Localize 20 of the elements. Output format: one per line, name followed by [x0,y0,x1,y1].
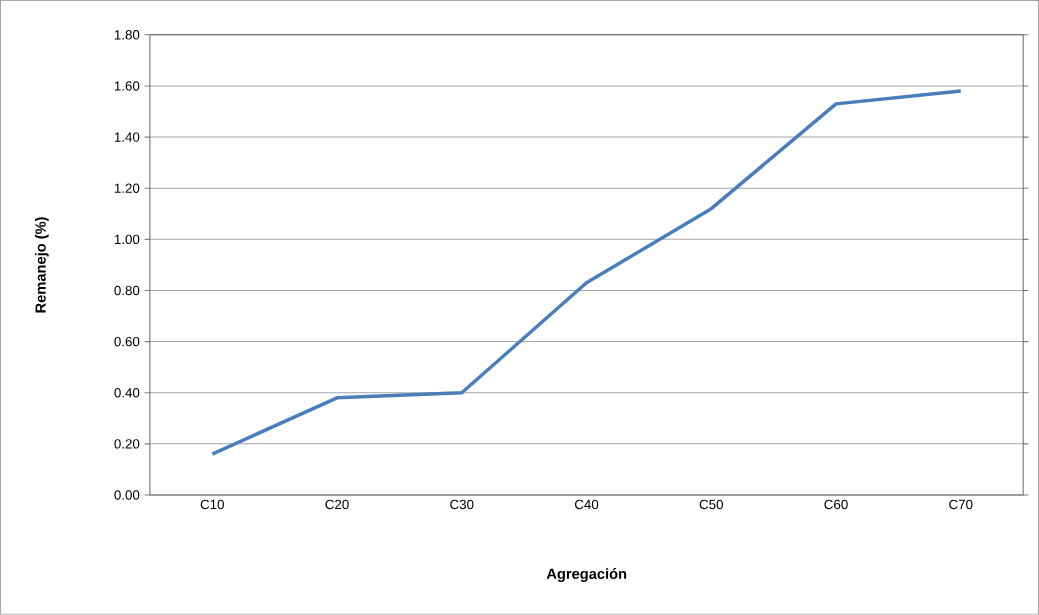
x-tick-label: C10 [200,499,224,510]
y-tick-label: 1.00 [114,234,140,245]
x-tick-label: C20 [325,499,349,510]
x-tick-label: C70 [949,499,973,510]
line-series [210,89,963,456]
y-tick-label: 1.80 [114,30,140,40]
y-tick-label: 0.00 [114,490,140,500]
y-tick-label: 0.60 [114,336,140,347]
x-tick-label: C30 [450,499,474,510]
y-tick-label: 1.40 [114,132,140,142]
x-tick-label: C60 [824,499,848,510]
x-axis-title: Agregación [546,568,627,583]
x-tick-label: C40 [574,499,599,510]
y-tick-label: 1.60 [114,81,140,91]
y-tick-label: 0.40 [114,388,140,398]
y-axis-title: Remanejo (%) [35,217,49,313]
y-tick-label: 0.80 [114,285,140,296]
y-tick-label: 0.20 [114,439,140,449]
y-tick-label: 1.20 [114,183,140,193]
x-tick-label: C50 [699,499,723,510]
